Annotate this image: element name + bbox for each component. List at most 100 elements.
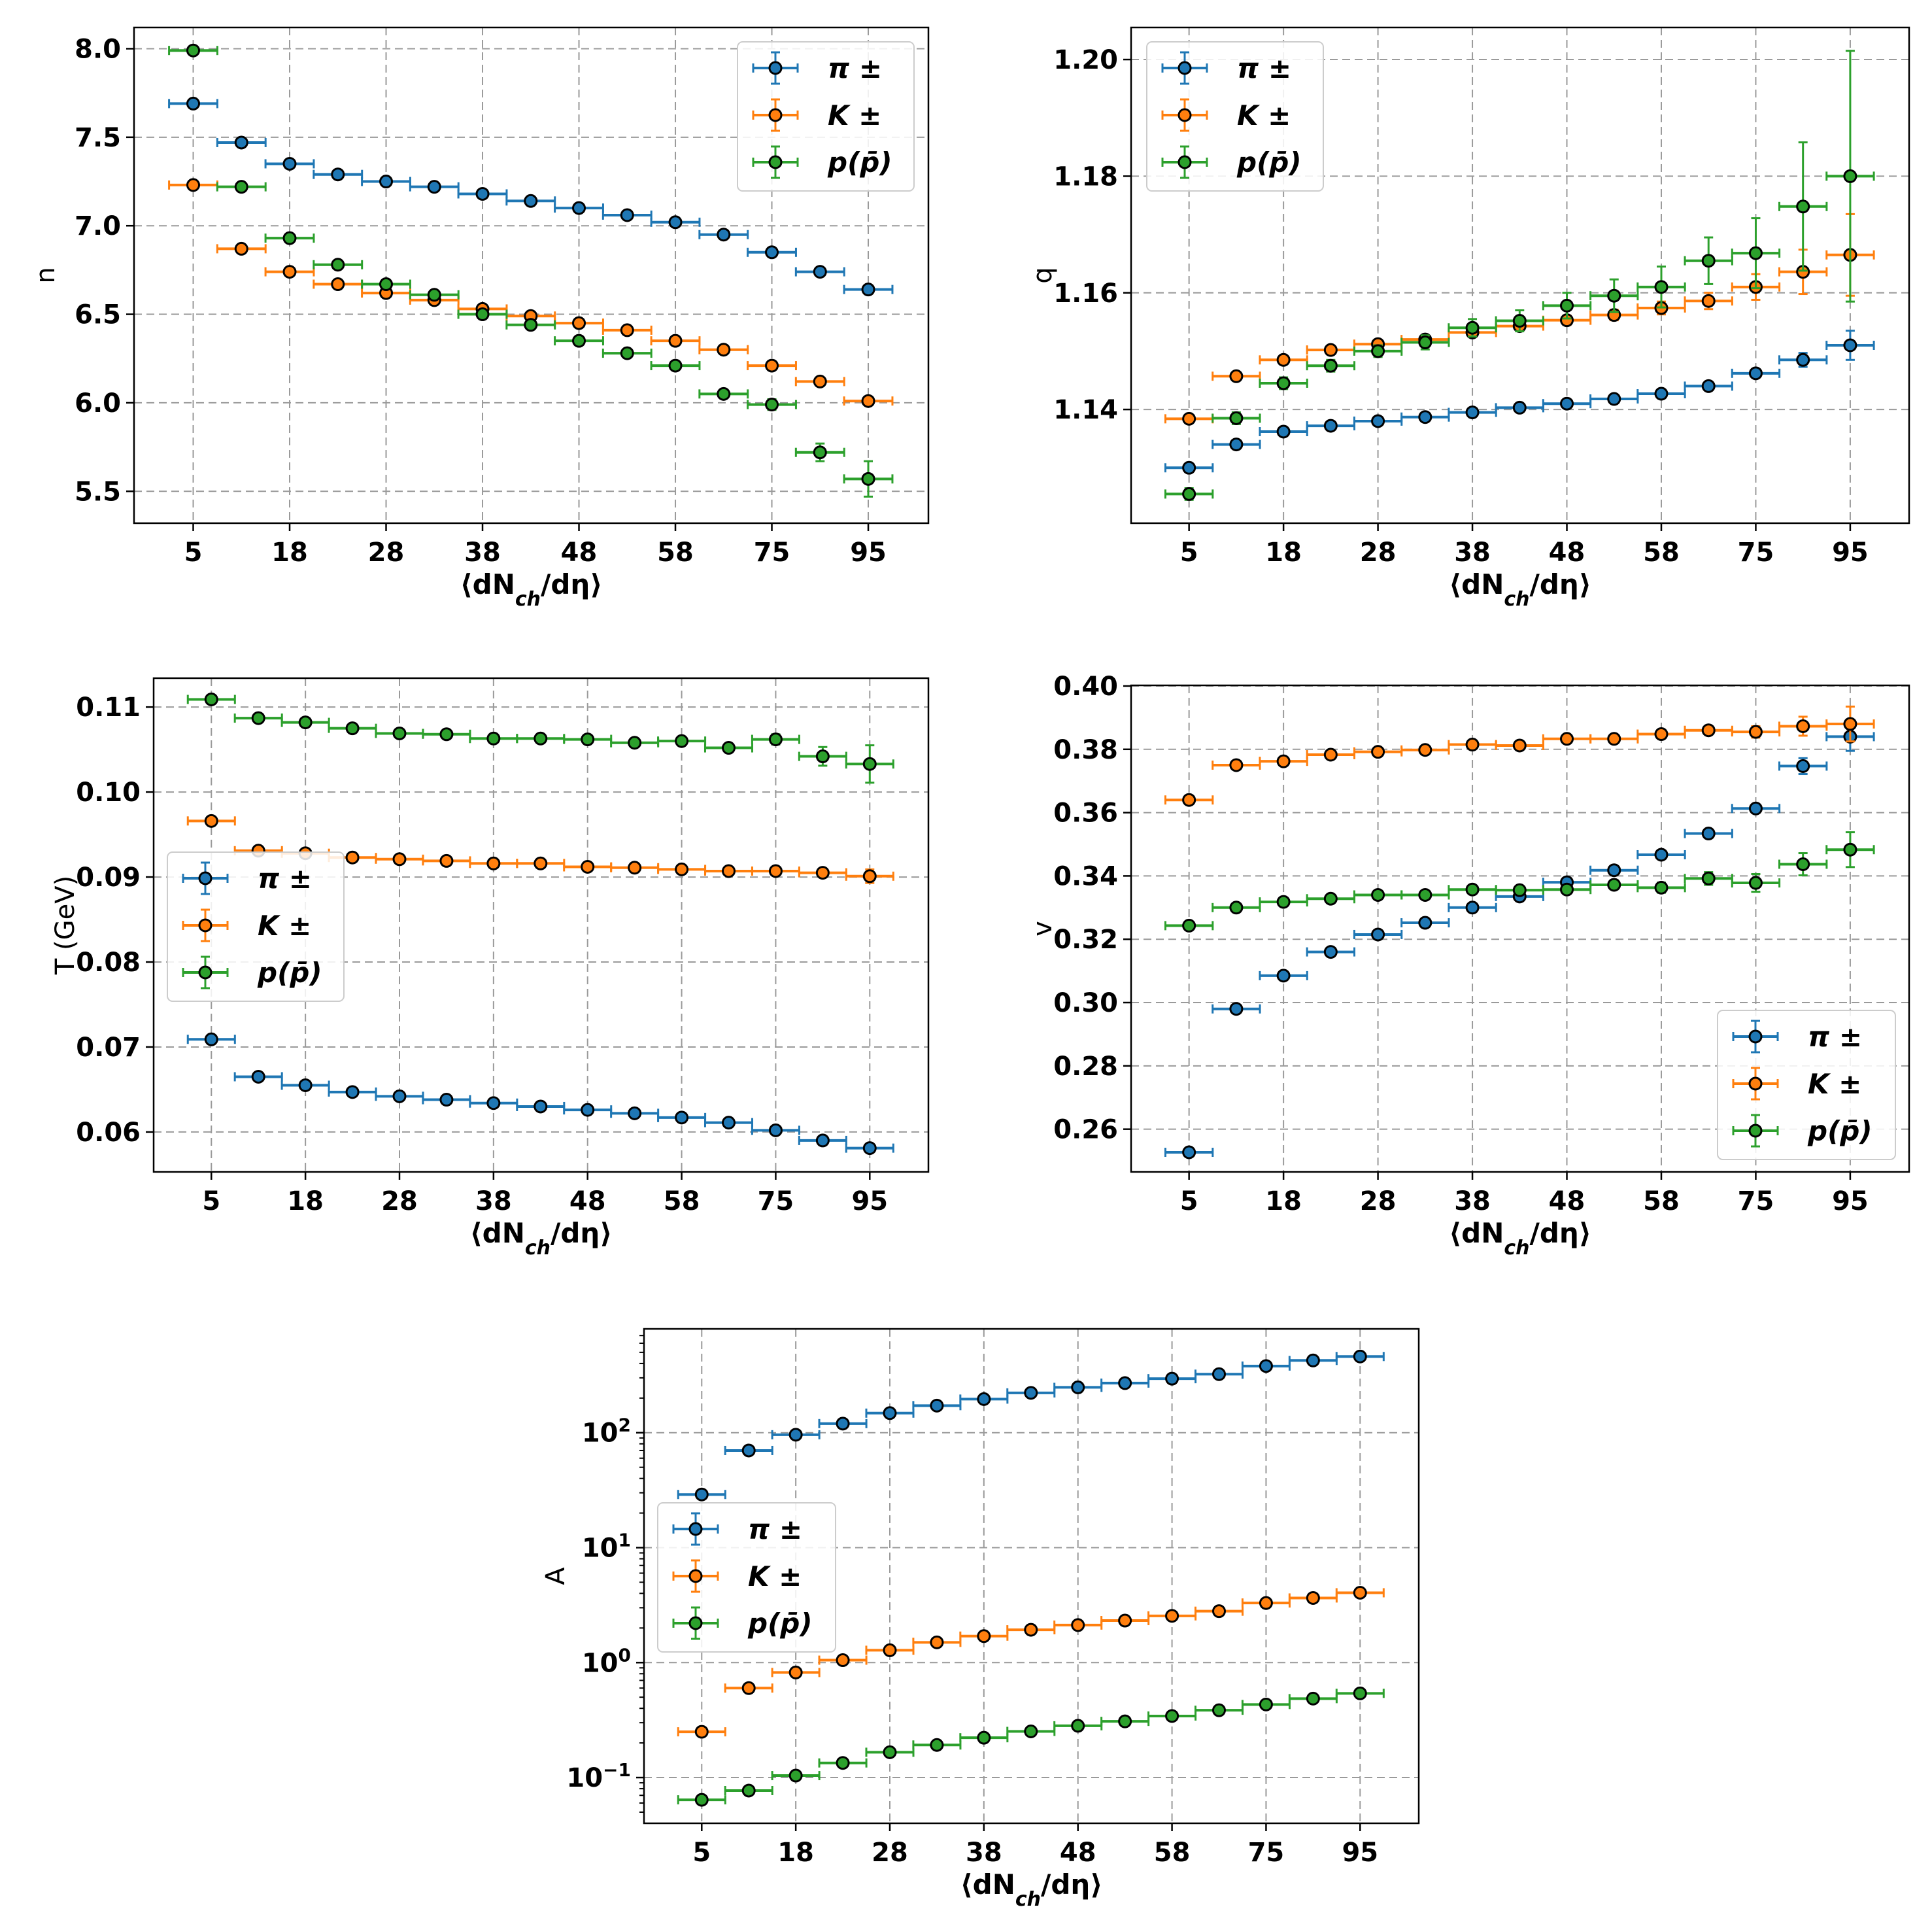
data-point	[1465, 882, 1480, 897]
data-point	[620, 208, 634, 222]
data-point	[282, 156, 297, 171]
data-point	[486, 731, 501, 746]
data-point	[1323, 358, 1338, 373]
data-point	[1306, 1590, 1320, 1605]
data-point	[427, 180, 441, 194]
data-point	[331, 277, 345, 292]
data-point	[1182, 411, 1196, 426]
y-tick-label: 8.0	[75, 34, 121, 64]
data-point	[1024, 1623, 1038, 1637]
data-point	[765, 398, 779, 412]
panel-n: 5 18 28 38 48 58 75 95 5.5 6.0 6.5 7.0 7.5 8.0 ⟨dNch/d…	[31, 26, 930, 611]
data-point	[1306, 1691, 1320, 1706]
data-point	[1071, 1719, 1085, 1733]
data-point	[765, 245, 779, 260]
data-point	[1371, 414, 1385, 428]
y-tick-label: 1.14	[1053, 395, 1118, 425]
data-point	[768, 1123, 783, 1137]
data-point	[1796, 719, 1810, 733]
data-point	[1165, 1371, 1179, 1386]
legend-marker	[198, 918, 212, 933]
data-point	[392, 1089, 407, 1103]
data-point	[204, 814, 218, 828]
data-point	[1229, 1002, 1244, 1016]
data-point	[345, 721, 360, 736]
data-point	[1182, 487, 1196, 501]
legend-marker	[1748, 1076, 1763, 1091]
data-point	[883, 1643, 897, 1657]
data-point	[439, 727, 454, 742]
data-point	[1418, 743, 1432, 757]
x-tick-label: 58	[1154, 1838, 1191, 1868]
data-point	[1353, 1586, 1367, 1600]
data-point	[1796, 199, 1810, 214]
data-point	[741, 1443, 756, 1458]
data-point	[1212, 1703, 1227, 1717]
legend-marker	[768, 155, 783, 169]
x-tick-label: 38	[966, 1838, 1002, 1868]
y-tick-label: 0.06	[76, 1118, 141, 1148]
legend: π ± K ± p(p̄)	[1146, 41, 1324, 192]
data-point	[1071, 1618, 1085, 1632]
x-tick-label: 28	[1360, 538, 1397, 568]
panel-A: 5 18 28 38 48 58 75 95 10−1 100 101 102 ⟨dNch/dη⟩ Aπ …	[541, 1328, 1420, 1911]
data-point	[813, 374, 827, 388]
data-point	[675, 862, 689, 876]
y-axis-label: T (GeV)	[50, 876, 80, 975]
data-point	[861, 394, 875, 408]
legend-label: K ±	[748, 1560, 802, 1592]
plot-area	[1164, 50, 1875, 501]
x-tick-label: 95	[850, 538, 887, 568]
data-point	[1701, 827, 1716, 841]
data-point	[1276, 352, 1291, 367]
plot-area	[168, 43, 894, 498]
x-tick-label: 5	[184, 538, 203, 568]
data-point	[717, 387, 731, 401]
data-point	[862, 757, 877, 771]
data-point	[722, 1116, 736, 1130]
data-point	[1560, 396, 1574, 411]
data-point	[186, 96, 201, 111]
data-point	[204, 1032, 218, 1046]
data-point	[1371, 887, 1385, 902]
data-point	[298, 1078, 313, 1092]
y-tick-label: 1.16	[1053, 279, 1118, 309]
legend-marker	[768, 108, 783, 122]
data-point	[439, 1093, 454, 1107]
data-point	[204, 692, 218, 706]
data-point	[620, 323, 634, 337]
legend-label: π ±	[1237, 52, 1291, 84]
data-point	[1465, 901, 1480, 915]
data-point	[234, 241, 248, 256]
data-point	[486, 1096, 501, 1110]
legend-box	[1146, 41, 1324, 192]
x-tick-label: 5	[1180, 1186, 1198, 1216]
data-point	[862, 1141, 877, 1156]
data-point	[1165, 1709, 1179, 1723]
data-point	[581, 1103, 595, 1117]
legend-label: p(p̄)	[257, 957, 322, 989]
data-point	[1796, 352, 1810, 367]
y-tick-label: 0.10	[76, 778, 141, 808]
data-point	[1748, 246, 1763, 260]
data-point	[1165, 1609, 1179, 1623]
data-point	[282, 265, 297, 279]
data-point	[475, 186, 490, 201]
legend-label: p(p̄)	[747, 1607, 813, 1640]
data-point	[1229, 901, 1244, 915]
y-tick-label: 6.0	[75, 388, 121, 419]
data-point	[861, 283, 875, 297]
data-point	[1182, 1145, 1196, 1160]
series-K	[1164, 705, 1875, 807]
legend-marker	[688, 1616, 703, 1630]
data-point	[836, 1653, 850, 1668]
data-point	[1118, 1376, 1132, 1390]
legend-label: π ±	[1808, 1021, 1862, 1053]
legend-label: π ±	[258, 863, 312, 895]
x-tick-label: 18	[271, 538, 308, 568]
data-point	[439, 853, 454, 868]
data-point	[1701, 379, 1716, 393]
x-tick-label: 38	[1454, 538, 1491, 568]
data-point	[534, 856, 548, 870]
data-point	[345, 850, 360, 865]
